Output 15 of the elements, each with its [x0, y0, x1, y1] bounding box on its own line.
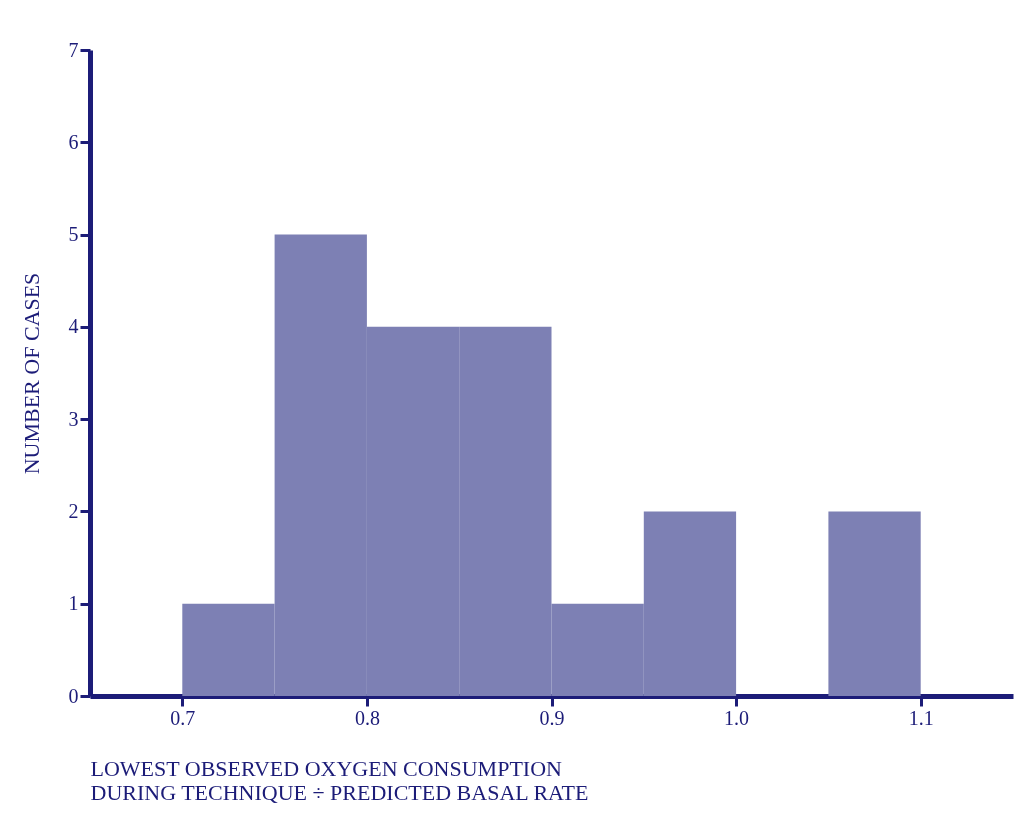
y-axis-title: NUMBER OF CASES	[18, 272, 44, 475]
x-tick-label: 0.8	[354, 706, 380, 729]
y-tick-label: 6	[68, 130, 79, 153]
y-tick-label: 5	[68, 223, 79, 246]
y-tick-label: 1	[68, 592, 79, 615]
x-tick-label: 1.1	[908, 706, 934, 729]
y-tick-label: 3	[68, 407, 79, 430]
y-tick-label: 0	[68, 684, 79, 707]
x-tick-label: 1.0	[724, 706, 750, 729]
y-tick-label: 2	[68, 499, 79, 522]
x-tick-label: 0.9	[539, 706, 565, 729]
y-tick-label: 7	[68, 38, 79, 61]
x-tick-label: 0.7	[170, 706, 196, 729]
y-tick-label: 4	[68, 315, 79, 338]
x-axis-title: LOWEST OBSERVED OXYGEN CONSUMPTION DURING TECHNIQUE ÷ PREDICTED BASAL RATE	[90, 755, 589, 805]
